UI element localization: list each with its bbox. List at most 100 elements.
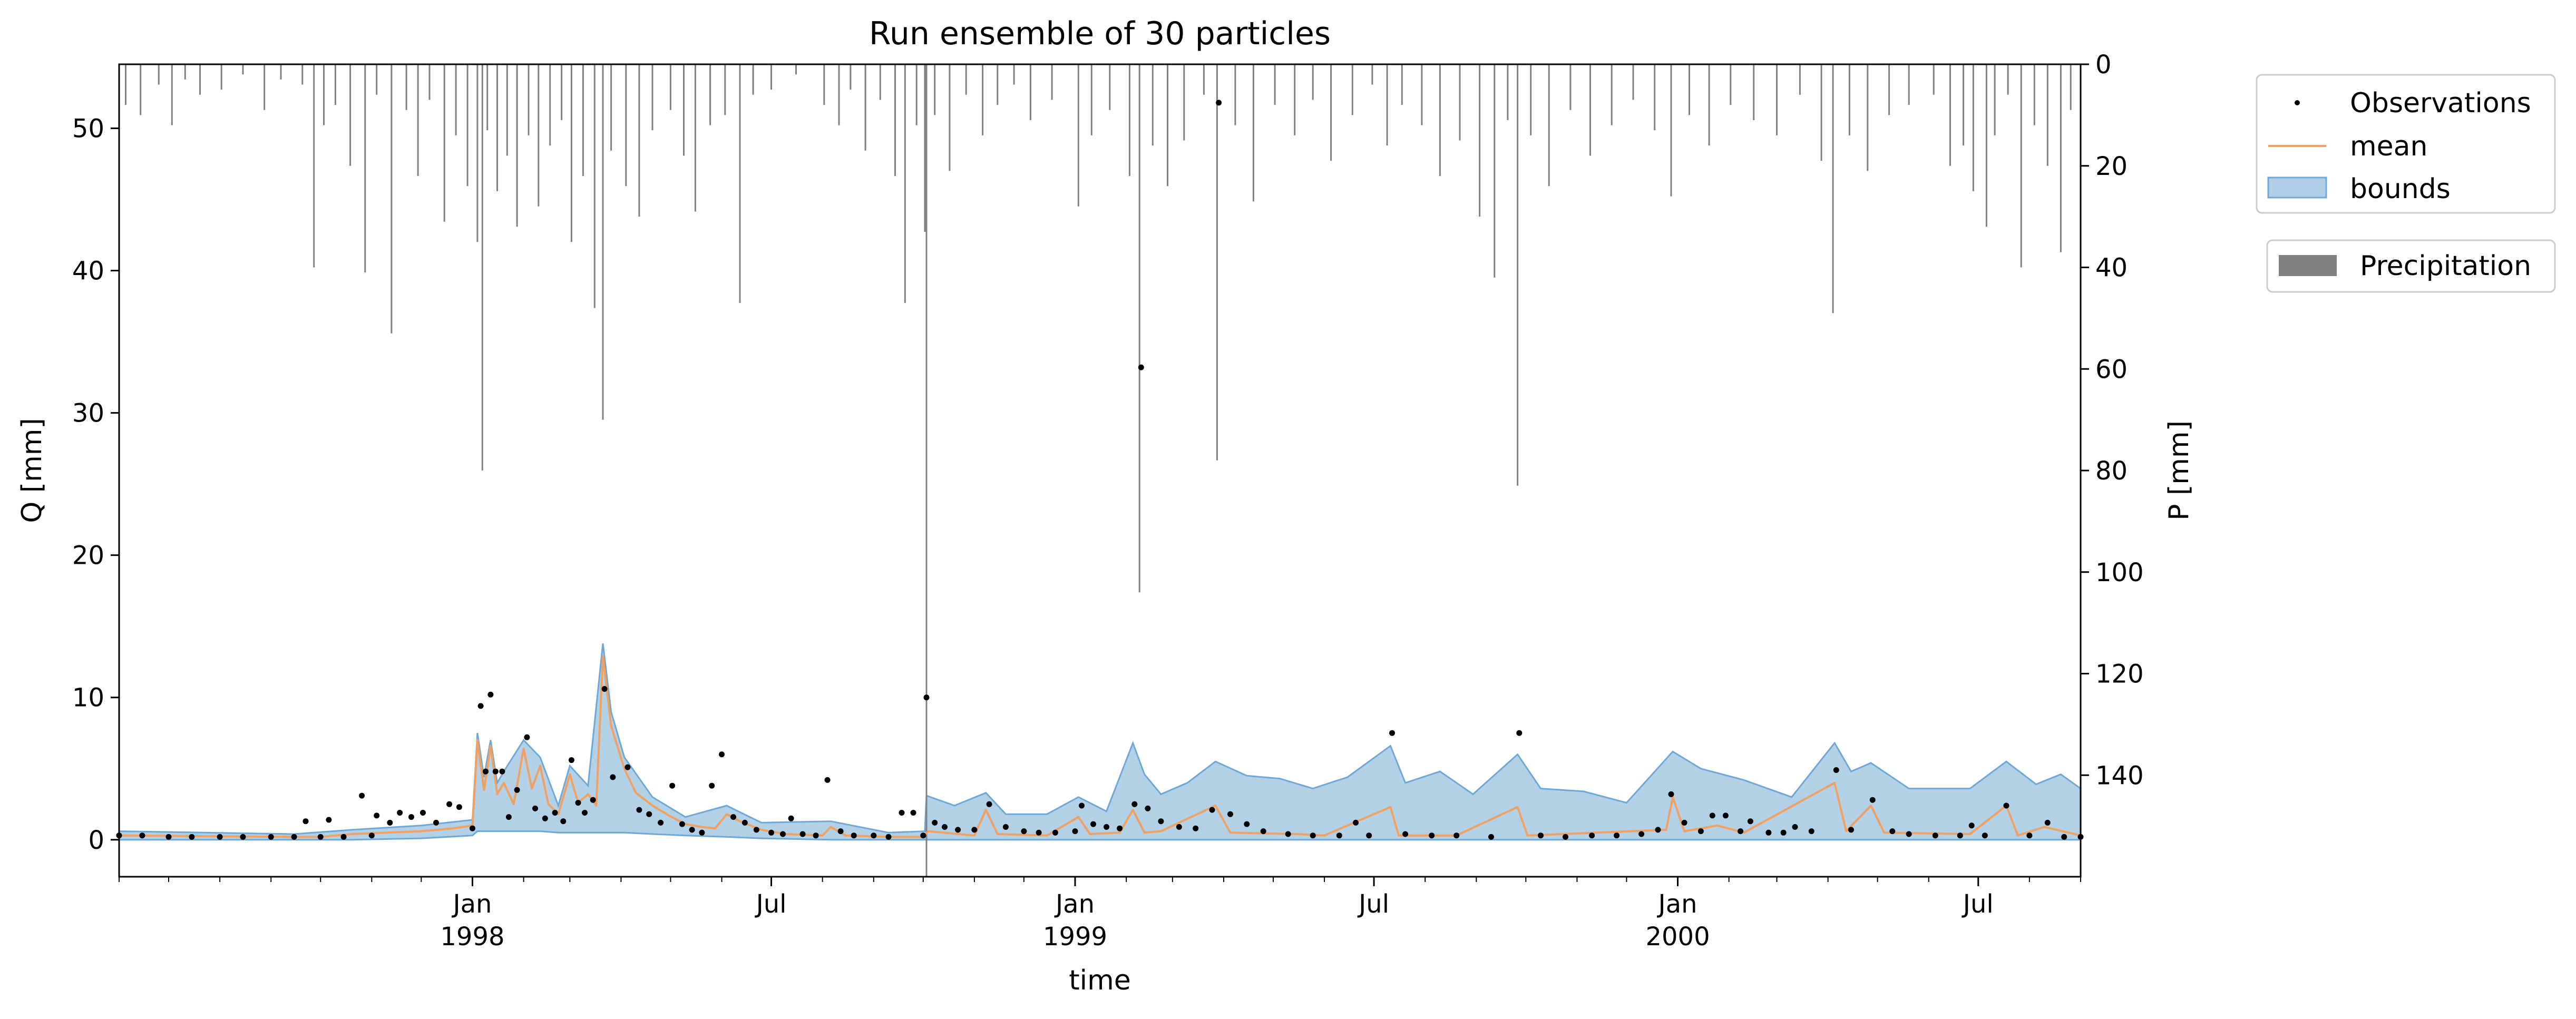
chart-title: Run ensemble of 30 particles: [869, 15, 1331, 52]
observation-point: [1353, 819, 1359, 826]
observation-point: [1792, 824, 1798, 830]
plot-background: [119, 64, 2081, 877]
observation-point: [824, 777, 831, 783]
legend-frame: [2256, 74, 2556, 214]
x-tick-label: Jan: [1657, 889, 1697, 919]
x-tick-label: Jan: [1054, 889, 1095, 919]
observation-point: [1932, 832, 1938, 839]
observation-point: [408, 814, 414, 820]
observation-point: [340, 834, 347, 840]
observation-point: [1765, 829, 1772, 836]
right-axis-ticks: 0 20 40 60 80 100 120 140: [2081, 50, 2144, 790]
mean-layer: [119, 655, 2081, 838]
observation-point: [1429, 832, 1435, 839]
legend-observations-marker: [2295, 100, 2300, 105]
observation-point: [446, 801, 453, 807]
y-tick-label: 30: [72, 399, 104, 428]
observation-point: [1090, 821, 1096, 827]
observation-point: [1052, 829, 1058, 836]
observation-point: [679, 821, 685, 827]
observation-point: [1589, 832, 1595, 839]
y2-tick-label: 0: [2095, 50, 2112, 80]
observation-point: [601, 686, 608, 692]
observation-point: [1833, 767, 1839, 773]
observation-point: [1738, 828, 1744, 835]
observation-point: [499, 768, 505, 775]
x-tick-label: Jul: [1357, 889, 1389, 919]
observation-point: [477, 703, 484, 709]
observation-point: [1036, 829, 1042, 836]
observation-point: [165, 834, 172, 840]
observation-point: [590, 797, 596, 803]
observation-point: [1402, 831, 1409, 837]
observation-point: [1563, 834, 1568, 840]
observation-point: [575, 800, 581, 806]
observation-point: [1709, 812, 1715, 819]
legend: Observations mean bounds Precipitation: [2256, 74, 2556, 293]
observation-point: [317, 834, 324, 840]
x-tick-label: Jul: [1962, 889, 1994, 919]
x-axis-label: time: [1069, 965, 1130, 996]
observation-point: [505, 814, 512, 820]
observation-point: [1176, 824, 1182, 830]
observation-point: [1104, 824, 1109, 830]
observation-point: [920, 832, 926, 839]
observation-point: [730, 814, 736, 820]
observation-point: [2061, 834, 2067, 840]
observation-point: [552, 810, 558, 816]
observation-point: [1780, 829, 1787, 836]
observation-point: [1209, 807, 1215, 813]
observation-point: [483, 768, 489, 775]
observation-point: [709, 782, 715, 789]
observation-point: [1747, 818, 1753, 825]
observation-point: [2044, 819, 2051, 826]
observation-point: [359, 792, 365, 799]
precipitation-layer: [125, 64, 2072, 877]
x-tick-label: Jul: [755, 889, 787, 919]
observation-point: [374, 812, 380, 819]
observation-point: [2003, 802, 2009, 809]
x-tick-year-label: 1998: [440, 922, 504, 952]
observation-point: [1138, 364, 1144, 370]
observations-layer: [116, 100, 2084, 840]
observation-point: [1145, 805, 1151, 811]
observation-point: [610, 774, 616, 780]
observation-point: [813, 832, 819, 839]
y2-tick-label: 20: [2095, 152, 2128, 181]
observation-point: [1697, 828, 1704, 835]
observation-point: [1158, 818, 1164, 825]
observation-point: [669, 782, 676, 789]
observation-point: [387, 819, 393, 826]
observation-point: [1002, 824, 1009, 830]
observation-point: [1216, 100, 1222, 106]
observation-point: [492, 768, 499, 775]
observation-point: [1869, 797, 1876, 803]
observation-point: [470, 825, 475, 831]
y-tick-label: 50: [72, 114, 104, 144]
observation-point: [456, 804, 462, 810]
observation-point: [542, 815, 548, 821]
observation-point: [1982, 832, 1988, 839]
x-tick-year-label: 1999: [1043, 922, 1107, 952]
y-axis-label: Q [mm]: [16, 418, 48, 523]
observation-point: [1848, 827, 1854, 833]
observation-point: [1453, 832, 1460, 839]
legend-bounds-swatch: [2267, 177, 2327, 199]
observation-point: [851, 832, 857, 839]
observation-point: [1193, 825, 1199, 831]
observation-point: [768, 829, 774, 836]
observation-point: [1655, 827, 1661, 833]
observation-point: [899, 810, 905, 816]
observation-point: [646, 811, 652, 817]
y-tick-label: 0: [88, 826, 104, 855]
y2-tick-label: 120: [2095, 660, 2144, 689]
observation-point: [658, 819, 664, 826]
y2-axis-label: P [mm]: [2163, 420, 2195, 521]
plot-area: [116, 63, 2084, 878]
observation-point: [1260, 828, 1266, 835]
observation-point: [1516, 730, 1523, 736]
observation-point: [1889, 828, 1896, 835]
observation-point: [788, 815, 794, 821]
observation-point: [326, 817, 332, 823]
